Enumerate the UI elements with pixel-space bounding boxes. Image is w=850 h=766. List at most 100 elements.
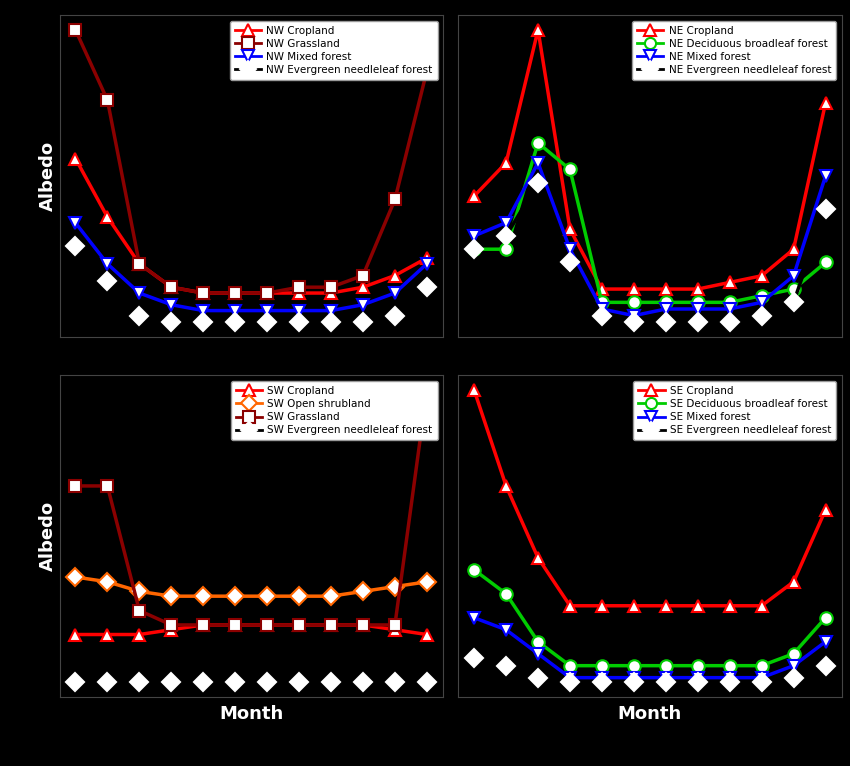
SW Evergreen needleleaf forest bbox=[422, 678, 432, 687]
SE Mixed forest bbox=[724, 673, 734, 683]
SW Grassland bbox=[390, 620, 400, 630]
SW Evergreen needleleaf forest bbox=[326, 678, 336, 687]
SW Evergreen needleleaf forest bbox=[230, 678, 241, 687]
NW Evergreen needleleaf forest bbox=[134, 312, 145, 321]
SE Cropland bbox=[469, 385, 479, 394]
NW Grassland bbox=[422, 67, 432, 76]
SW Cropland bbox=[294, 620, 304, 630]
NE Deciduous broadleaf forest bbox=[693, 298, 703, 307]
SW Cropland bbox=[390, 625, 400, 634]
NW Evergreen needleleaf forest bbox=[422, 283, 432, 292]
NW Grassland bbox=[390, 195, 400, 204]
SE Cropland bbox=[501, 481, 511, 490]
NW Mixed forest bbox=[71, 218, 81, 228]
SW Grassland bbox=[358, 620, 368, 630]
NW Cropland bbox=[422, 254, 432, 263]
SW Grassland bbox=[134, 606, 145, 615]
SW Grassland bbox=[422, 385, 432, 394]
SW Evergreen needleleaf forest bbox=[294, 678, 304, 687]
SE Mixed forest bbox=[629, 673, 639, 683]
NE Cropland bbox=[756, 271, 767, 280]
NE Cropland bbox=[533, 25, 543, 34]
NE Cropland bbox=[724, 278, 734, 287]
NW Grassland bbox=[71, 25, 81, 34]
NW Evergreen needleleaf forest bbox=[294, 318, 304, 327]
SE Evergreen needleleaf forest bbox=[469, 654, 479, 663]
NW Cropland bbox=[102, 212, 112, 221]
NW Evergreen needleleaf forest bbox=[358, 318, 368, 327]
NW Mixed forest bbox=[326, 306, 336, 315]
Line: NE Evergreen needleleaf forest: NE Evergreen needleleaf forest bbox=[468, 176, 832, 329]
Line: SW Cropland: SW Cropland bbox=[69, 619, 434, 641]
Line: SE Mixed forest: SE Mixed forest bbox=[468, 611, 832, 684]
SW Open shrubland bbox=[71, 572, 81, 581]
NW Mixed forest bbox=[390, 289, 400, 298]
NE Deciduous broadleaf forest bbox=[469, 244, 479, 254]
Line: NE Cropland: NE Cropland bbox=[468, 24, 832, 296]
SW Cropland bbox=[262, 620, 272, 630]
NE Deciduous broadleaf forest bbox=[597, 298, 607, 307]
SW Open shrubland bbox=[102, 578, 112, 587]
SE Cropland bbox=[820, 506, 830, 515]
NE Mixed forest bbox=[660, 304, 671, 313]
NE Deciduous broadleaf forest bbox=[501, 244, 511, 254]
NE Deciduous broadleaf forest bbox=[660, 298, 671, 307]
NW Grassland bbox=[198, 289, 208, 298]
NW Grassland bbox=[262, 289, 272, 298]
SE Mixed forest bbox=[501, 625, 511, 634]
SE Mixed forest bbox=[660, 673, 671, 683]
SW Open shrubland bbox=[262, 591, 272, 601]
Line: SE Evergreen needleleaf forest: SE Evergreen needleleaf forest bbox=[468, 652, 832, 689]
SW Cropland bbox=[326, 620, 336, 630]
SE Mixed forest bbox=[565, 673, 575, 683]
SE Cropland bbox=[660, 601, 671, 611]
SE Evergreen needleleaf forest bbox=[820, 661, 830, 670]
Legend: SE Cropland, SE Deciduous broadleaf forest, SE Mixed forest, SE Evergreen needle: SE Cropland, SE Deciduous broadleaf fore… bbox=[633, 381, 836, 440]
NW Evergreen needleleaf forest bbox=[326, 318, 336, 327]
SW Open shrubland bbox=[134, 587, 145, 596]
SE Mixed forest bbox=[789, 661, 799, 670]
SW Grassland bbox=[294, 620, 304, 630]
NW Cropland bbox=[198, 289, 208, 298]
NW Evergreen needleleaf forest bbox=[198, 318, 208, 327]
Legend: NW Cropland, NW Grassland, NW Mixed forest, NW Evergreen needleleaf forest: NW Cropland, NW Grassland, NW Mixed fore… bbox=[230, 21, 438, 80]
NW Grassland bbox=[134, 259, 145, 268]
NE Mixed forest bbox=[469, 231, 479, 241]
NE Mixed forest bbox=[693, 304, 703, 313]
X-axis label: Month: Month bbox=[219, 705, 283, 723]
NE Evergreen needleleaf forest bbox=[660, 318, 671, 327]
NE Evergreen needleleaf forest bbox=[565, 258, 575, 267]
SE Evergreen needleleaf forest bbox=[533, 673, 543, 683]
SW Grassland bbox=[230, 620, 241, 630]
SW Evergreen needleleaf forest bbox=[262, 678, 272, 687]
NE Deciduous broadleaf forest bbox=[789, 284, 799, 293]
NE Mixed forest bbox=[756, 298, 767, 307]
NE Deciduous broadleaf forest bbox=[724, 298, 734, 307]
SW Cropland bbox=[422, 630, 432, 639]
Line: NW Mixed forest: NW Mixed forest bbox=[69, 217, 434, 317]
NE Evergreen needleleaf forest bbox=[629, 318, 639, 327]
NW Cropland bbox=[167, 283, 177, 292]
SW Open shrubland bbox=[326, 591, 336, 601]
SE Mixed forest bbox=[533, 649, 543, 658]
SW Grassland bbox=[167, 620, 177, 630]
SE Evergreen needleleaf forest bbox=[565, 678, 575, 687]
SW Cropland bbox=[71, 630, 81, 639]
SW Grassland bbox=[198, 620, 208, 630]
SE Mixed forest bbox=[756, 673, 767, 683]
SE Evergreen needleleaf forest bbox=[660, 678, 671, 687]
SE Evergreen needleleaf forest bbox=[724, 678, 734, 687]
SW Evergreen needleleaf forest bbox=[102, 678, 112, 687]
NW Evergreen needleleaf forest bbox=[102, 277, 112, 286]
SW Cropland bbox=[102, 630, 112, 639]
NW Cropland bbox=[230, 289, 241, 298]
SE Evergreen needleleaf forest bbox=[756, 678, 767, 687]
NW Mixed forest bbox=[358, 300, 368, 309]
SE Deciduous broadleaf forest bbox=[629, 661, 639, 670]
SE Evergreen needleleaf forest bbox=[501, 661, 511, 670]
NE Evergreen needleleaf forest bbox=[597, 311, 607, 320]
NW Mixed forest bbox=[294, 306, 304, 315]
SE Deciduous broadleaf forest bbox=[597, 661, 607, 670]
NE Deciduous broadleaf forest bbox=[629, 298, 639, 307]
NE Mixed forest bbox=[789, 271, 799, 280]
